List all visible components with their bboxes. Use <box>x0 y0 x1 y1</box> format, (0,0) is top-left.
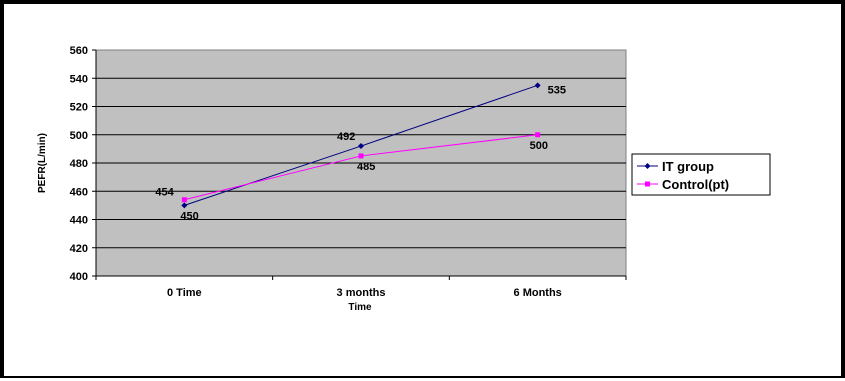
x-axis-ticks: 0 Time 3 months 6 Months <box>95 275 627 299</box>
data-label: 500 <box>530 140 548 152</box>
y-tick-label: 440 <box>70 215 88 227</box>
legend-box <box>631 153 771 196</box>
legend-item: Control(pt) <box>637 177 729 192</box>
y-tick-label: 520 <box>70 102 88 114</box>
data-label: 492 <box>337 131 355 143</box>
y-tick-label: 480 <box>70 158 88 170</box>
y-tick-label: 400 <box>70 271 88 283</box>
y-tick-label: 420 <box>70 243 88 255</box>
legend-marker <box>645 181 650 187</box>
data-point <box>181 197 187 203</box>
legend-item: IT group <box>637 159 714 174</box>
legend-label: IT group <box>662 159 714 174</box>
data-point <box>358 143 364 150</box>
x-axis-title: Time <box>348 302 372 313</box>
data-point <box>535 132 541 138</box>
y-axis-title: PEFR(L/min) <box>37 133 48 193</box>
data-label: 454 <box>155 187 174 199</box>
y-axis-ticks: 400 420 440 460 480 500 520 540 560 <box>70 45 97 283</box>
line-chart: 400 420 440 460 480 500 520 540 560 0 Time 3 mont… <box>37 45 771 313</box>
data-point <box>181 202 188 209</box>
x-tick-label: 0 Time <box>167 287 202 299</box>
x-tick-label: 6 Months <box>514 287 562 299</box>
y-tick-label: 460 <box>70 186 88 198</box>
legend: IT group Control(pt) <box>631 153 771 196</box>
data-label: 535 <box>548 84 566 96</box>
y-tick-label: 540 <box>70 73 88 85</box>
data-labels: 450 492 535 454 485 500 <box>155 84 566 222</box>
y-tick-label: 500 <box>70 130 88 142</box>
y-tick-label: 560 <box>70 45 88 57</box>
data-point <box>534 82 541 89</box>
legend-label: Control(pt) <box>662 177 729 192</box>
data-point <box>358 153 364 159</box>
data-label: 485 <box>357 161 375 173</box>
series-layer <box>181 82 541 209</box>
legend-marker <box>644 163 651 169</box>
data-label: 450 <box>180 210 198 222</box>
gridlines <box>96 77 626 249</box>
x-tick-label: 3 months <box>337 287 386 299</box>
